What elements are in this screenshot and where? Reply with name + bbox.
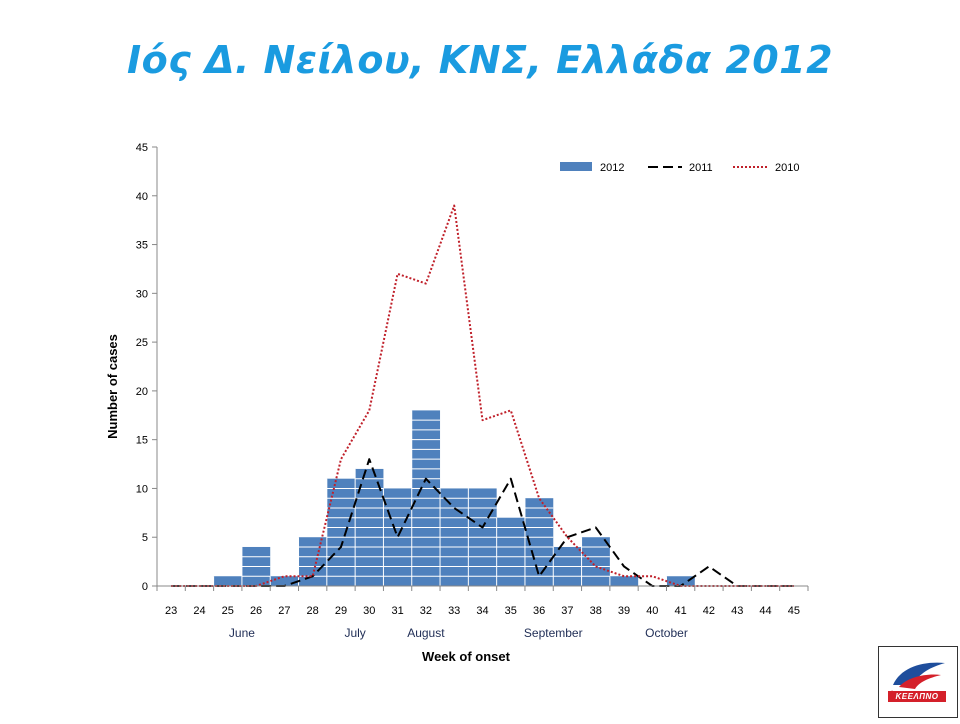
- legend-label-2010: 2010: [775, 162, 799, 174]
- x-tick-label: 23: [165, 605, 177, 617]
- x-tick-label: 39: [618, 605, 630, 617]
- legend-label-2012: 2012: [600, 162, 624, 174]
- x-tick-label: 41: [675, 605, 687, 617]
- bar-2012-week-38: [581, 537, 610, 586]
- x-tick-label: 28: [307, 605, 319, 617]
- bar-series-2012: [213, 410, 695, 586]
- bird-logo-icon: [889, 662, 945, 701]
- x-tick-label: 30: [363, 605, 375, 617]
- legend-swatch-2012: [560, 162, 592, 171]
- y-tick-label: 5: [142, 532, 148, 544]
- bar-2012-week-41: [666, 576, 695, 586]
- x-tick-label: 34: [476, 605, 488, 617]
- slide-title: Ιός Δ. Νείλου, ΚΝΣ, Ελλάδα 2012: [126, 38, 834, 82]
- y-tick-label: 15: [136, 435, 148, 447]
- month-label: September: [524, 626, 583, 640]
- x-tick-label: 43: [731, 605, 743, 617]
- y-tick-label: 25: [136, 337, 148, 349]
- chart-axes: 0 5 10 15 20 25 30 35 40 45 23 24 25 26 27 28 29 30 31 32 33…: [136, 142, 809, 640]
- bar-2012-week-29: [326, 478, 356, 586]
- x-tick-label: 40: [646, 605, 658, 617]
- x-tick-label: 32: [420, 605, 432, 617]
- x-tick-label: 38: [590, 605, 602, 617]
- bar-2012-week-35: [496, 517, 525, 586]
- x-tick-label: 31: [391, 605, 403, 617]
- month-label: August: [407, 626, 445, 640]
- x-tick-label: 33: [448, 605, 460, 617]
- line-2011: [171, 458, 794, 587]
- x-tick-label: 24: [193, 605, 205, 617]
- x-axis-title: Week of onset: [422, 649, 511, 664]
- x-tick-label: 42: [703, 605, 715, 617]
- bar-2012-week-28: [298, 537, 327, 586]
- bar-2012-week-39: [609, 576, 639, 586]
- x-tick-label: 26: [250, 605, 262, 617]
- x-tick-label: 35: [505, 605, 517, 617]
- bar-2012-week-25: [213, 576, 242, 586]
- month-label: July: [344, 626, 365, 640]
- bar-2012-week-27: [270, 576, 299, 586]
- y-tick-label: 10: [136, 483, 148, 495]
- x-tick-label: 36: [533, 605, 545, 617]
- y-tick-label: 45: [136, 142, 148, 154]
- month-label: June: [229, 626, 255, 640]
- y-tick-label: 40: [136, 191, 148, 203]
- legend-label-2011: 2011: [689, 162, 713, 174]
- y-tick-label: 20: [136, 386, 148, 398]
- chart-legend: 2012 2011 2010: [560, 162, 799, 174]
- y-axis-title: Number of cases: [105, 334, 120, 439]
- y-tick-label: 30: [136, 288, 148, 300]
- y-tick-label: 35: [136, 240, 148, 252]
- x-tick-label: 29: [335, 605, 347, 617]
- logo-label: ΚΕΕΛΠΝΟ: [888, 691, 946, 702]
- y-tick-label: 0: [142, 581, 148, 593]
- month-label: October: [645, 626, 688, 640]
- x-tick-label: 27: [278, 605, 290, 617]
- x-tick-label: 44: [759, 605, 771, 617]
- x-tick-label: 45: [788, 605, 800, 617]
- x-tick-label: 37: [561, 605, 573, 617]
- keelpno-logo: ΚΕΕΛΠΝΟ: [878, 646, 958, 718]
- x-tick-label: 25: [222, 605, 234, 617]
